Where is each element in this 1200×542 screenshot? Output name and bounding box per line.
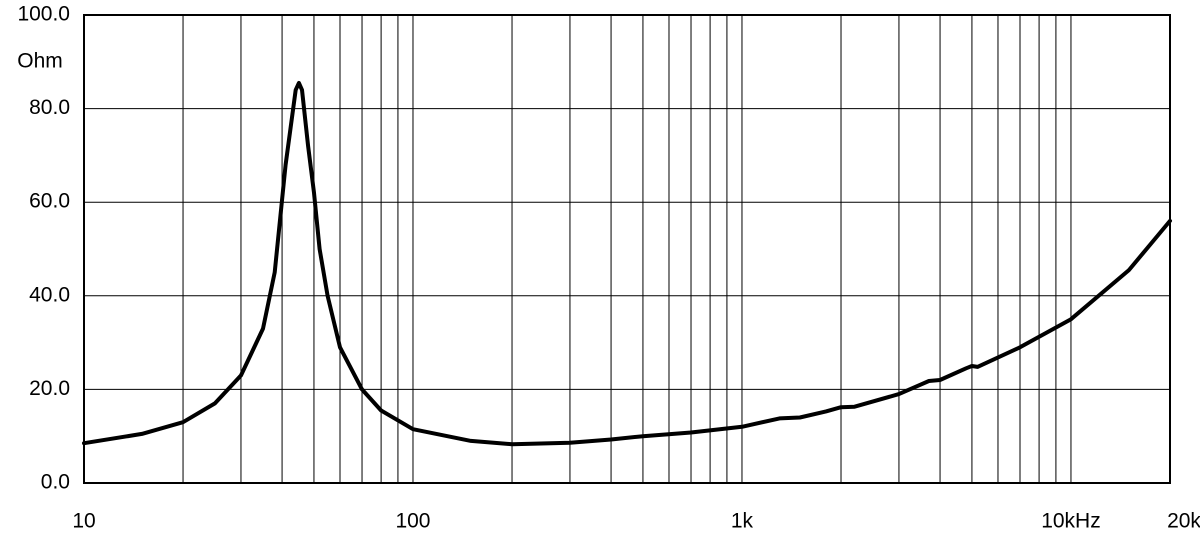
x-tick-label: 20k xyxy=(1167,510,1200,533)
y-tick-label: 0.0 xyxy=(41,471,70,494)
y-tick-label: 20.0 xyxy=(29,377,70,400)
y-tick-label: 40.0 xyxy=(29,283,70,306)
y-tick-label: 60.0 xyxy=(29,190,70,213)
x-tick-label: 10 xyxy=(72,510,95,533)
x-tick-label: 1k xyxy=(731,510,754,533)
y-axis-label: Ohm xyxy=(17,50,63,73)
impedance-curve xyxy=(82,80,1172,447)
plot-frame xyxy=(83,14,1171,484)
y-tick-label: 100.0 xyxy=(17,3,70,26)
x-tick-label: 10kHz xyxy=(1041,510,1101,533)
y-tick-label: 80.0 xyxy=(29,96,70,119)
x-tick-label: 100 xyxy=(395,510,430,533)
